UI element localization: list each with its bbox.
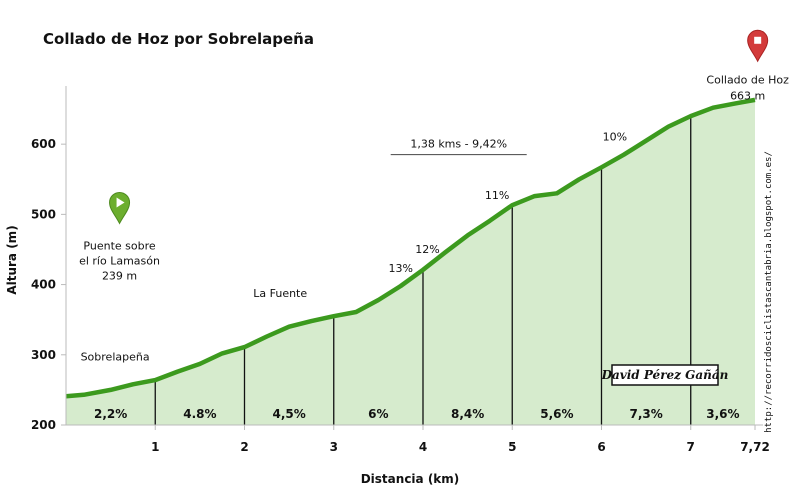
start-label-line-3: 239 m xyxy=(102,269,137,282)
segment-note: 1,38 kms - 9,42% xyxy=(410,138,507,151)
segment-gradient-label: 8,4% xyxy=(451,407,484,421)
start-label-line-1: Puente sobre xyxy=(83,239,155,252)
author-box xyxy=(611,364,719,386)
author-signature: David Pérez Gañán xyxy=(601,368,729,382)
segment-gradient-label: 5,6% xyxy=(540,407,573,421)
x-tick-label: 4 xyxy=(419,440,427,454)
segment-gradient-label: 2,2% xyxy=(94,407,127,421)
chart-title: Collado de Hoz por Sobrelapeña xyxy=(43,30,314,48)
x-axis-label: Distancia (km) xyxy=(361,472,460,486)
x-tick-label: 7 xyxy=(687,440,695,454)
x-tick-label: 3 xyxy=(330,440,338,454)
end-label-line-1: Collado de Hoz xyxy=(706,73,789,86)
y-tick-label: 600 xyxy=(31,137,56,151)
gradient-annotation: 10% xyxy=(603,131,627,144)
start-pin-icon xyxy=(109,191,131,225)
x-tick-label: 1 xyxy=(151,440,159,454)
place-label: Sobrelapeña xyxy=(81,350,150,363)
end-label-line-2: 663 m xyxy=(730,89,765,102)
y-tick-label: 500 xyxy=(31,207,56,221)
segment-gradient-label: 3,6% xyxy=(706,407,739,421)
y-axis-label: Altura (m) xyxy=(5,225,19,294)
segment-gradient-label: 4.8% xyxy=(183,407,216,421)
x-tick-label: 7,72 xyxy=(740,440,770,454)
gradient-annotation: 13% xyxy=(388,262,412,275)
profile-area xyxy=(66,99,755,426)
y-tick-label: 200 xyxy=(31,418,56,432)
segment-gradient-label: 4,5% xyxy=(272,407,305,421)
x-tick-label: 5 xyxy=(508,440,516,454)
gradient-annotation: 11% xyxy=(485,189,509,202)
x-tick-label: 6 xyxy=(597,440,605,454)
place-label: La Fuente xyxy=(253,287,307,300)
segment-gradient-label: 7,3% xyxy=(629,407,662,421)
gradient-annotation: 12% xyxy=(415,243,439,256)
end-pin-icon xyxy=(747,29,769,63)
plot-area: 200 300 400 500 600 1 2 3 4 5 6 7 7,72 2,2% 4.8% 4,5% 6%… xyxy=(31,29,789,454)
y-tick-label: 300 xyxy=(31,348,56,362)
stop-icon xyxy=(754,36,762,44)
x-tick-label: 2 xyxy=(240,440,248,454)
segment-gradient-label: 6% xyxy=(368,407,388,421)
start-label-line-2: el río Lamasón xyxy=(79,254,160,267)
profile-line xyxy=(65,97,756,399)
credit-url: http://recorridosciclistascantabria.blog… xyxy=(764,151,774,433)
y-tick-label: 400 xyxy=(31,278,56,292)
play-icon xyxy=(116,197,125,208)
